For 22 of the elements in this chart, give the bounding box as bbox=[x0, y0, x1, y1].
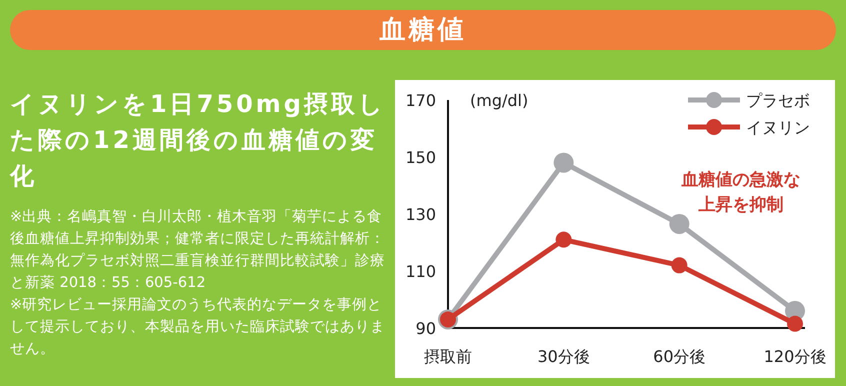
x-tick-label: 30分後 bbox=[537, 347, 590, 366]
x-tick-label: 摂取前 bbox=[424, 347, 472, 366]
y-tick-label: 170 bbox=[405, 91, 436, 110]
legend-label: イヌリン bbox=[746, 118, 810, 137]
y-tick-label: 90 bbox=[416, 319, 436, 338]
point bbox=[669, 214, 690, 234]
text: イヌリンを1日750mg摂取した際の12週間後の血糖値の変化 bbox=[10, 89, 387, 192]
annotation: 血糖値の急激な上昇を抑制 bbox=[680, 169, 802, 217]
y-axis-title: (mg/dl) bbox=[470, 91, 528, 110]
text: ※出典：名嶋真智・白川太郎・植木音羽「菊芋による食後血糖値上昇抑制効果；健常者に限定した再統計解析：無作為化プラセボ対照二重盲検並行群間比較試験」診療と新薬 2018：55：605-612 bbox=[10, 208, 386, 293]
x-tick-label: 60分後 bbox=[653, 347, 706, 366]
chart-title: 血糖値 bbox=[10, 10, 836, 50]
point bbox=[671, 257, 688, 274]
legend-label: プラセボ bbox=[746, 91, 810, 110]
y-tick-label: 150 bbox=[405, 148, 436, 167]
point bbox=[554, 152, 574, 173]
y-tick-label: 130 bbox=[405, 205, 436, 224]
point bbox=[787, 316, 803, 332]
point bbox=[556, 232, 572, 248]
y-tick-label: 110 bbox=[405, 262, 436, 281]
text: ※研究レビュー採用論文のうち代表的なデータを事例として提示しており、本製品を用いた臨床試験ではありません。 bbox=[10, 296, 386, 359]
x-tick-label: 120分後 bbox=[764, 347, 826, 366]
